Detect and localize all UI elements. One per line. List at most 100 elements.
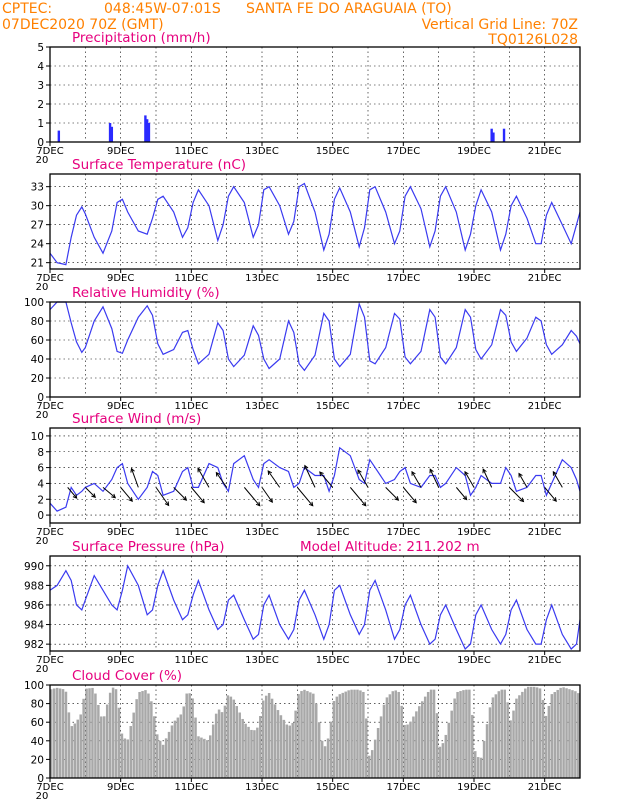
cloud-cover-bar <box>241 718 244 778</box>
cloud-cover-bar <box>521 691 524 778</box>
humidity-xtick-label: 17DEC <box>386 401 420 412</box>
humidity-xtick-year-label: 20 <box>36 410 49 421</box>
pressure-xtick-label: 7DEC <box>36 655 63 666</box>
humidity-title: Relative Humidity (%) <box>72 285 220 301</box>
wind-vector <box>429 468 440 488</box>
precipitation-title: Precipitation (mm/h) <box>72 30 211 46</box>
cloud-cover-bar <box>441 743 445 778</box>
cloud-cover-bar <box>267 693 271 778</box>
wind-vector <box>552 470 563 488</box>
wind-ytick-label: 4 <box>37 478 44 490</box>
cloud-cover-bar <box>167 731 171 778</box>
pressure-xtick-label: 19DEC <box>457 655 491 666</box>
cloud-cover-bar <box>462 690 465 778</box>
precipitation-ytick-label: 2 <box>37 99 44 111</box>
cloud-cover-bar <box>397 691 400 778</box>
humidity-ytick-label: 20 <box>31 373 44 385</box>
wind-vector <box>296 487 314 507</box>
cloud-cover-bar <box>211 724 215 778</box>
humidity-xtick-label: 21DEC <box>528 401 562 412</box>
wind-vector-head <box>429 468 434 474</box>
cloud-cover-bar <box>456 691 459 778</box>
wind-vector <box>304 464 316 488</box>
humidity-ytick-label: 100 <box>24 297 44 309</box>
cloud-cover-bar <box>438 746 442 778</box>
temperature-frame <box>49 173 581 270</box>
header-coordinates: 048:45W-07:01S <box>104 1 221 17</box>
humidity-xtick-label: 19DEC <box>457 401 491 412</box>
cloud-cover-bar <box>468 689 471 778</box>
wind-xtick-label: 19DEC <box>457 527 491 538</box>
wind-vector-head <box>304 464 309 470</box>
wind-vector <box>518 472 528 488</box>
cloud-cover-bar <box>382 704 386 778</box>
cloud-cover-bar <box>294 710 297 778</box>
cloud-cover-bar <box>332 701 336 778</box>
cloud-cover-bar <box>373 739 377 778</box>
wind-xtick-label: 9DEC <box>107 527 134 538</box>
pressure-xtick-label: 17DEC <box>386 655 420 666</box>
humidity-xtick-label: 11DEC <box>174 401 208 412</box>
cloud-cover-bar <box>55 687 59 778</box>
cloud-cover-title: Cloud Cover (%) <box>72 668 182 684</box>
cloud-cover-bar <box>315 703 318 778</box>
cloud-cover-bar <box>226 695 230 778</box>
wind-xtick-year-label: 20 <box>36 536 49 547</box>
cloud-cover-bar <box>344 691 347 778</box>
wind-vector-shaft <box>455 487 468 500</box>
cloud-cover-bar <box>105 704 109 778</box>
cloud-cover-xtick-label: 7DEC <box>36 782 63 793</box>
cloud-cover-bar <box>412 716 415 778</box>
cloud-cover-bar <box>532 686 536 778</box>
wind-panel: 0 2 4 6 8 10 7DEC 9DEC 11DEC 13DEC 15DEC 17DEC 19DEC… <box>31 411 581 547</box>
pressure-ytick-label: 988 <box>24 580 44 592</box>
wind-vector-head <box>361 501 367 507</box>
precipitation-bar <box>108 123 112 142</box>
cloud-cover-bar <box>394 690 398 778</box>
wind-vector-shaft <box>197 468 210 488</box>
cloud-cover-bar <box>132 712 135 778</box>
cloud-cover-bar <box>235 706 239 778</box>
cloud-cover-bar <box>494 694 498 778</box>
temperature-xtick-label: 7DEC <box>36 273 63 284</box>
wind-vector-shaft <box>508 487 524 502</box>
wind-frame <box>49 427 581 524</box>
wind-ytick-label: 8 <box>37 447 44 459</box>
humidity-ytick-label: 40 <box>31 354 44 366</box>
cloud-cover-bar <box>85 688 88 778</box>
wind-ytick-label: 10 <box>31 431 44 443</box>
precipitation-xtick-label: 9DEC <box>107 146 134 157</box>
pressure-xtick-label: 13DEC <box>245 655 279 666</box>
wind-vector <box>84 487 96 499</box>
humidity-xtick-label: 15DEC <box>316 401 350 412</box>
cloud-cover-bar <box>429 689 433 778</box>
wind-vector-head <box>464 470 469 476</box>
wind-vector <box>130 467 139 488</box>
temperature-xtick-label: 9DEC <box>107 273 134 284</box>
humidity-xtick-label: 9DEC <box>107 401 134 412</box>
wind-vector-head <box>197 467 202 473</box>
header-date: 07DEC2020 70Z (GMT) <box>2 17 164 33</box>
cloud-cover-bar <box>150 701 153 778</box>
humidity-xtick-label: 7DEC <box>36 401 63 412</box>
wind-vector-shaft <box>102 486 116 499</box>
cloud-cover-bar <box>135 699 138 778</box>
cloud-cover-bar <box>282 719 286 778</box>
wind-vector-shaft <box>155 487 170 506</box>
humidity-ytick-label: 80 <box>31 316 44 328</box>
cloud-cover-bar <box>544 715 548 778</box>
pressure-ytick-label: 986 <box>24 600 44 612</box>
wind-ytick-label: 2 <box>37 494 44 506</box>
precipitation-ytick-label: 3 <box>37 80 44 92</box>
wind-vector-shaft <box>411 471 422 488</box>
wind-vector-shaft <box>357 469 369 488</box>
wind-vector-shaft <box>173 487 187 501</box>
cloud-cover-xtick-label: 19DEC <box>457 782 491 793</box>
cloud-cover-bar <box>244 723 247 778</box>
wind-vector <box>173 487 188 501</box>
cloud-cover-bar <box>497 691 501 778</box>
cloud-cover-bar <box>550 694 554 778</box>
cloud-cover-xtick-label: 11DEC <box>174 782 208 793</box>
cloud-cover-bar <box>323 746 327 778</box>
